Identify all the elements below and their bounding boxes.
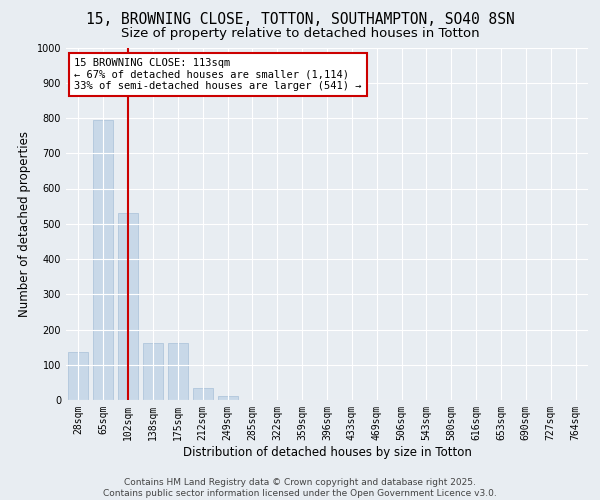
Bar xyxy=(118,213,138,400)
Text: 15 BROWNING CLOSE: 113sqm
← 67% of detached houses are smaller (1,114)
33% of se: 15 BROWNING CLOSE: 113sqm ← 67% of detac… xyxy=(74,58,361,92)
Text: Size of property relative to detached houses in Totton: Size of property relative to detached ho… xyxy=(121,28,479,40)
Bar xyxy=(68,352,88,400)
Bar xyxy=(168,343,188,400)
Bar xyxy=(94,120,113,400)
X-axis label: Distribution of detached houses by size in Totton: Distribution of detached houses by size … xyxy=(182,446,472,458)
Text: Contains HM Land Registry data © Crown copyright and database right 2025.
Contai: Contains HM Land Registry data © Crown c… xyxy=(103,478,497,498)
Y-axis label: Number of detached properties: Number of detached properties xyxy=(18,130,31,317)
Bar xyxy=(218,396,238,400)
Bar xyxy=(193,388,212,400)
Text: 15, BROWNING CLOSE, TOTTON, SOUTHAMPTON, SO40 8SN: 15, BROWNING CLOSE, TOTTON, SOUTHAMPTON,… xyxy=(86,12,514,28)
Bar xyxy=(143,343,163,400)
